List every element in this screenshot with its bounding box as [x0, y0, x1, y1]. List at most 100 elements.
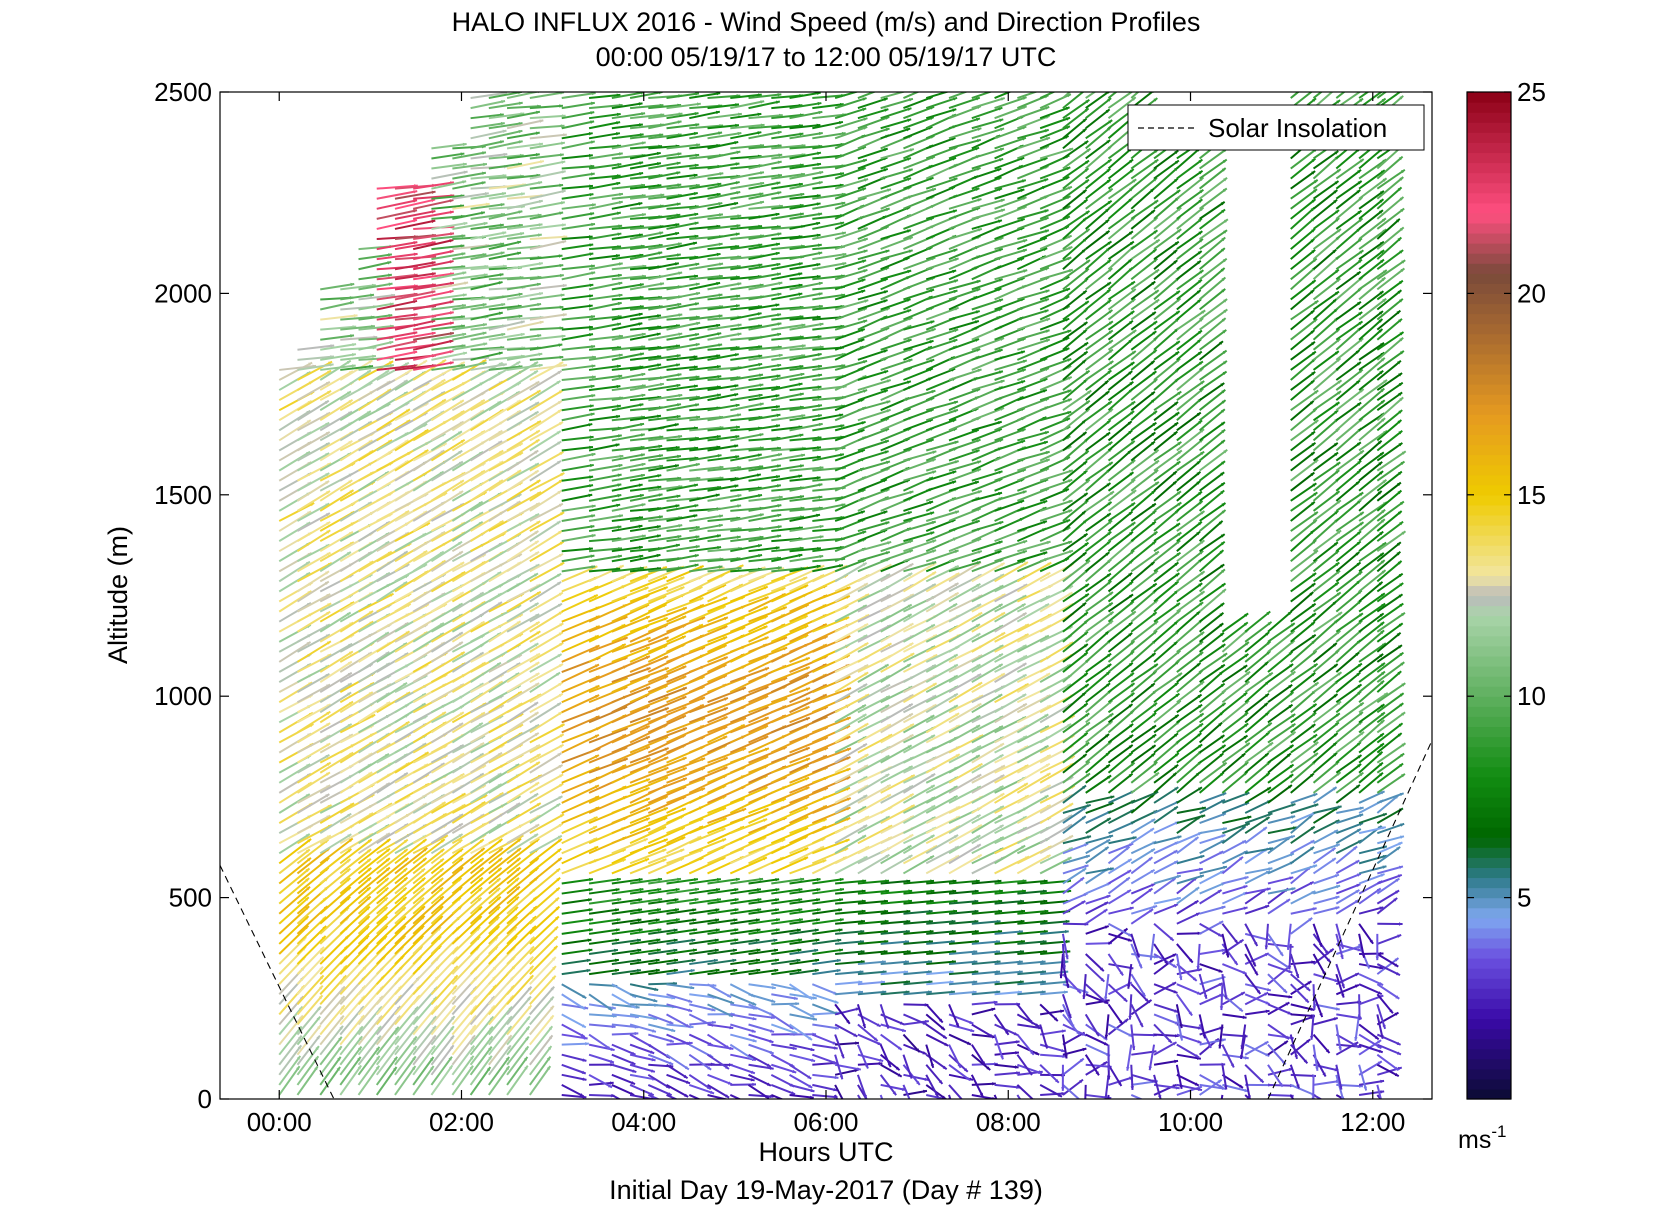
- wind-arrow: [413, 272, 455, 281]
- wind-arrow-head: [325, 571, 330, 575]
- wind-arrow: [430, 1034, 455, 1066]
- wind-arrow-head: [387, 551, 392, 555]
- wind-arrow-head: [413, 331, 418, 335]
- wind-arrow: [413, 194, 455, 200]
- wind-arrow: [430, 1004, 457, 1036]
- wind-arrow: [394, 1065, 417, 1096]
- wind-arrow: [296, 956, 325, 985]
- wind-arrow-head: [423, 847, 428, 852]
- wind-arrow: [431, 351, 468, 361]
- wind-arrow: [296, 838, 330, 865]
- wind-arrow-head: [357, 1056, 361, 1061]
- wind-arrow: [375, 1026, 400, 1056]
- wind-arrow-head: [336, 1066, 341, 1071]
- wind-arrow-head: [321, 935, 326, 940]
- wind-arrow: [412, 886, 444, 915]
- wind-arrow: [413, 181, 455, 190]
- wind-arrow-head: [366, 411, 371, 415]
- wind-arrow-head: [420, 887, 425, 892]
- wind-arrow-head: [431, 219, 436, 224]
- wind-arrow: [561, 1042, 589, 1046]
- wind-arrow-head: [431, 190, 436, 195]
- wind-arrow: [339, 771, 373, 794]
- wind-arrow: [278, 1005, 304, 1036]
- wind-arrow-head: [369, 611, 374, 615]
- wind-arrow: [297, 355, 335, 361]
- wind-arrow: [319, 1036, 343, 1066]
- wind-arrow-head: [347, 848, 352, 853]
- wind-arrow-head: [461, 363, 466, 368]
- wind-arrow: [278, 502, 315, 522]
- chart-title: HALO INFLUX 2016 - Wind Speed (m/s) and …: [452, 7, 1201, 37]
- wind-arrow: [451, 896, 483, 925]
- wind-arrow: [340, 354, 377, 361]
- wind-arrow-head: [463, 351, 467, 356]
- wind-arrow: [394, 1015, 419, 1046]
- wind-arrow-head: [350, 334, 355, 338]
- wind-arrow-head: [326, 835, 331, 839]
- wind-arrow: [296, 984, 324, 1016]
- wind-arrow: [394, 887, 426, 915]
- wind-arrow: [319, 541, 355, 563]
- wind-arrow-head: [325, 634, 330, 638]
- wind-arrow: [296, 834, 332, 855]
- wind-arrow: [430, 591, 465, 613]
- wind-arrow: [413, 281, 455, 291]
- wind-arrow-head: [326, 743, 331, 747]
- wind-arrow: [412, 834, 449, 855]
- wind-arrow: [320, 353, 357, 361]
- wind-arrow: [296, 793, 330, 814]
- wind-arrow-head: [450, 1045, 454, 1050]
- wind-arrow: [319, 700, 354, 724]
- wind-arrow-head: [388, 313, 393, 318]
- wind-arrow-head: [422, 803, 427, 807]
- wind-arrow-head: [375, 1046, 380, 1051]
- wind-arrow: [279, 364, 317, 371]
- wind-arrow: [376, 691, 411, 714]
- wind-arrow: [278, 1044, 303, 1076]
- wind-arrow: [431, 293, 467, 301]
- wind-arrow-head: [406, 420, 411, 424]
- wind-arrow-head: [325, 431, 330, 436]
- wind-arrow: [430, 946, 459, 975]
- wind-arrow-head: [319, 975, 324, 980]
- wind-arrow: [376, 906, 407, 935]
- wind-arrow-head: [419, 935, 424, 940]
- wind-arrow: [376, 720, 411, 744]
- wind-arrow-head: [441, 802, 446, 806]
- wind-arrow-head: [366, 858, 371, 863]
- wind-arrow: [278, 601, 312, 623]
- wind-arrow: [376, 364, 418, 371]
- wind-arrow-head: [325, 442, 330, 447]
- wind-arrow: [319, 650, 354, 673]
- wind-arrow-head: [459, 592, 464, 596]
- wind-arrow: [357, 520, 391, 542]
- wind-arrow-head: [459, 712, 464, 716]
- wind-arrow-head: [404, 460, 409, 464]
- wind-arrow-head: [442, 359, 447, 364]
- wind-arrow: [339, 369, 372, 391]
- wind-arrow-head: [423, 550, 428, 555]
- wind-arrow-head: [387, 261, 392, 265]
- wind-arrow-head: [450, 281, 454, 286]
- wind-arrow: [278, 1055, 302, 1086]
- wind-arrow: [296, 593, 331, 613]
- wind-arrow: [296, 502, 330, 522]
- wind-arrow: [431, 252, 466, 261]
- wind-arrow: [296, 974, 325, 1006]
- wind-arrow: [430, 1056, 453, 1086]
- wind-arrow: [319, 906, 350, 935]
- wind-arrow-head: [459, 480, 464, 484]
- wind-arrow-head: [296, 1066, 300, 1071]
- wind-arrow: [412, 470, 445, 492]
- wind-arrow: [358, 364, 394, 371]
- wind-arrow-head: [460, 410, 465, 415]
- wind-arrow: [376, 419, 411, 442]
- wind-arrow: [339, 867, 372, 895]
- wind-arrow: [357, 832, 391, 855]
- wind-arrow: [412, 449, 445, 472]
- wind-arrow-head: [346, 868, 351, 873]
- wind-arrow: [430, 490, 464, 512]
- wind-arrow: [412, 530, 446, 553]
- wind-arrow-head: [454, 946, 459, 951]
